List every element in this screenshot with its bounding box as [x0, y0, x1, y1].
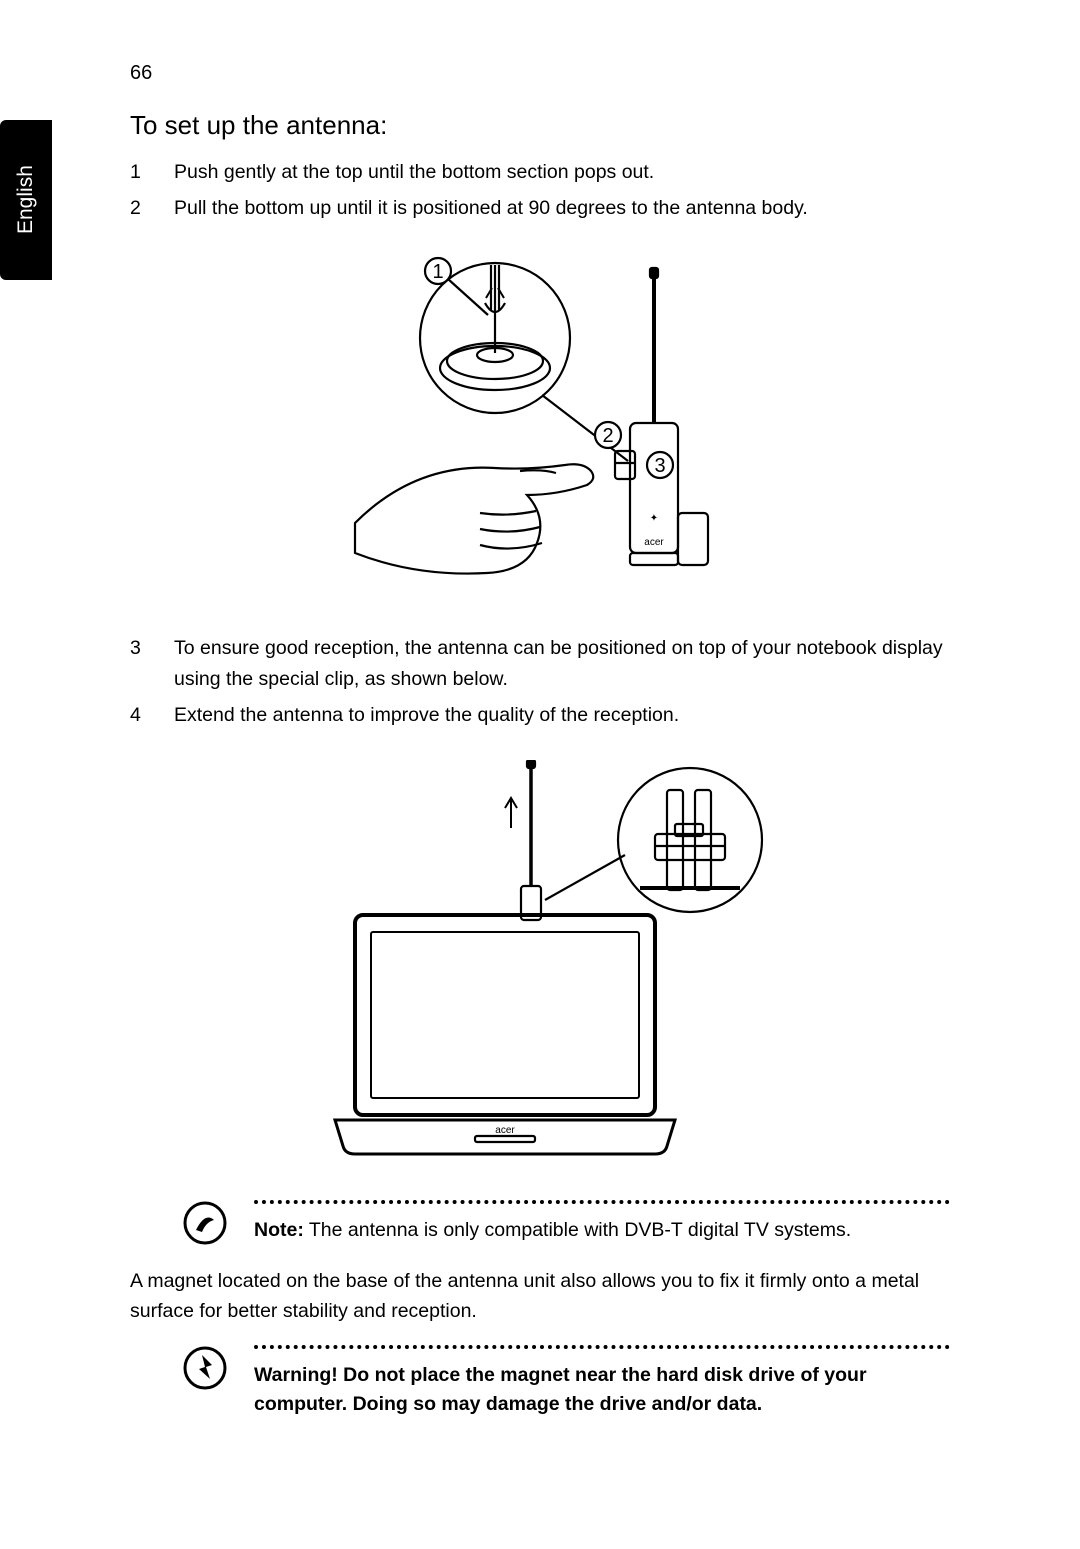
step-number: 4	[130, 700, 144, 730]
dotted-rule	[254, 1200, 950, 1204]
note-content: The antenna is only compatible with DVB-…	[304, 1219, 851, 1241]
step-text: Push gently at the top until the bottom …	[174, 157, 654, 187]
step-text: To ensure good reception, the antenna ca…	[174, 633, 950, 693]
note-text: Note: The antenna is only compatible wit…	[254, 1216, 950, 1245]
step-number: 3	[130, 633, 144, 693]
step-item: 3 To ensure good reception, the antenna …	[130, 633, 950, 693]
dotted-rule	[254, 1345, 950, 1349]
page-content: To set up the antenna: 1 Push gently at …	[130, 110, 950, 1419]
step-item: 2 Pull the bottom up until it is positio…	[130, 193, 950, 223]
note-callout: Note: The antenna is only compatible wit…	[130, 1200, 950, 1246]
svg-text:✦: ✦	[650, 513, 658, 524]
warning-body: Warning! Do not place the magnet near th…	[254, 1345, 950, 1420]
step-number: 1	[130, 157, 144, 187]
magnet-paragraph: A magnet located on the base of the ante…	[130, 1266, 950, 1326]
note-icon	[182, 1200, 228, 1246]
antenna-setup-illustration: 1 ✦ acer 2 3	[330, 253, 750, 593]
figure-laptop-antenna: acer	[130, 760, 950, 1160]
steps-list-a: 1 Push gently at the top until the botto…	[130, 157, 950, 223]
warning-text: Warning! Do not place the magnet near th…	[254, 1361, 950, 1420]
step-number: 2	[130, 193, 144, 223]
figure-antenna-setup: 1 ✦ acer 2 3	[130, 253, 950, 593]
svg-text:acer: acer	[644, 537, 664, 548]
svg-text:3: 3	[654, 455, 665, 477]
section-title: To set up the antenna:	[130, 110, 950, 141]
svg-text:2: 2	[602, 425, 613, 447]
step-item: 1 Push gently at the top until the botto…	[130, 157, 950, 187]
svg-text:acer: acer	[495, 1125, 515, 1136]
step-item: 4 Extend the antenna to improve the qual…	[130, 700, 950, 730]
laptop-antenna-illustration: acer	[295, 760, 785, 1160]
svg-text:1: 1	[432, 261, 443, 283]
page-number: 66	[130, 62, 152, 85]
steps-list-b: 3 To ensure good reception, the antenna …	[130, 633, 950, 730]
note-label: Note:	[254, 1219, 304, 1241]
warning-callout: Warning! Do not place the magnet near th…	[130, 1345, 950, 1420]
warning-content: Warning! Do not place the magnet near th…	[254, 1364, 867, 1415]
note-body: Note: The antenna is only compatible wit…	[254, 1200, 950, 1245]
step-text: Pull the bottom up until it is positione…	[174, 193, 808, 223]
language-tab: English	[0, 120, 52, 280]
step-text: Extend the antenna to improve the qualit…	[174, 700, 679, 730]
warning-icon	[182, 1345, 228, 1391]
